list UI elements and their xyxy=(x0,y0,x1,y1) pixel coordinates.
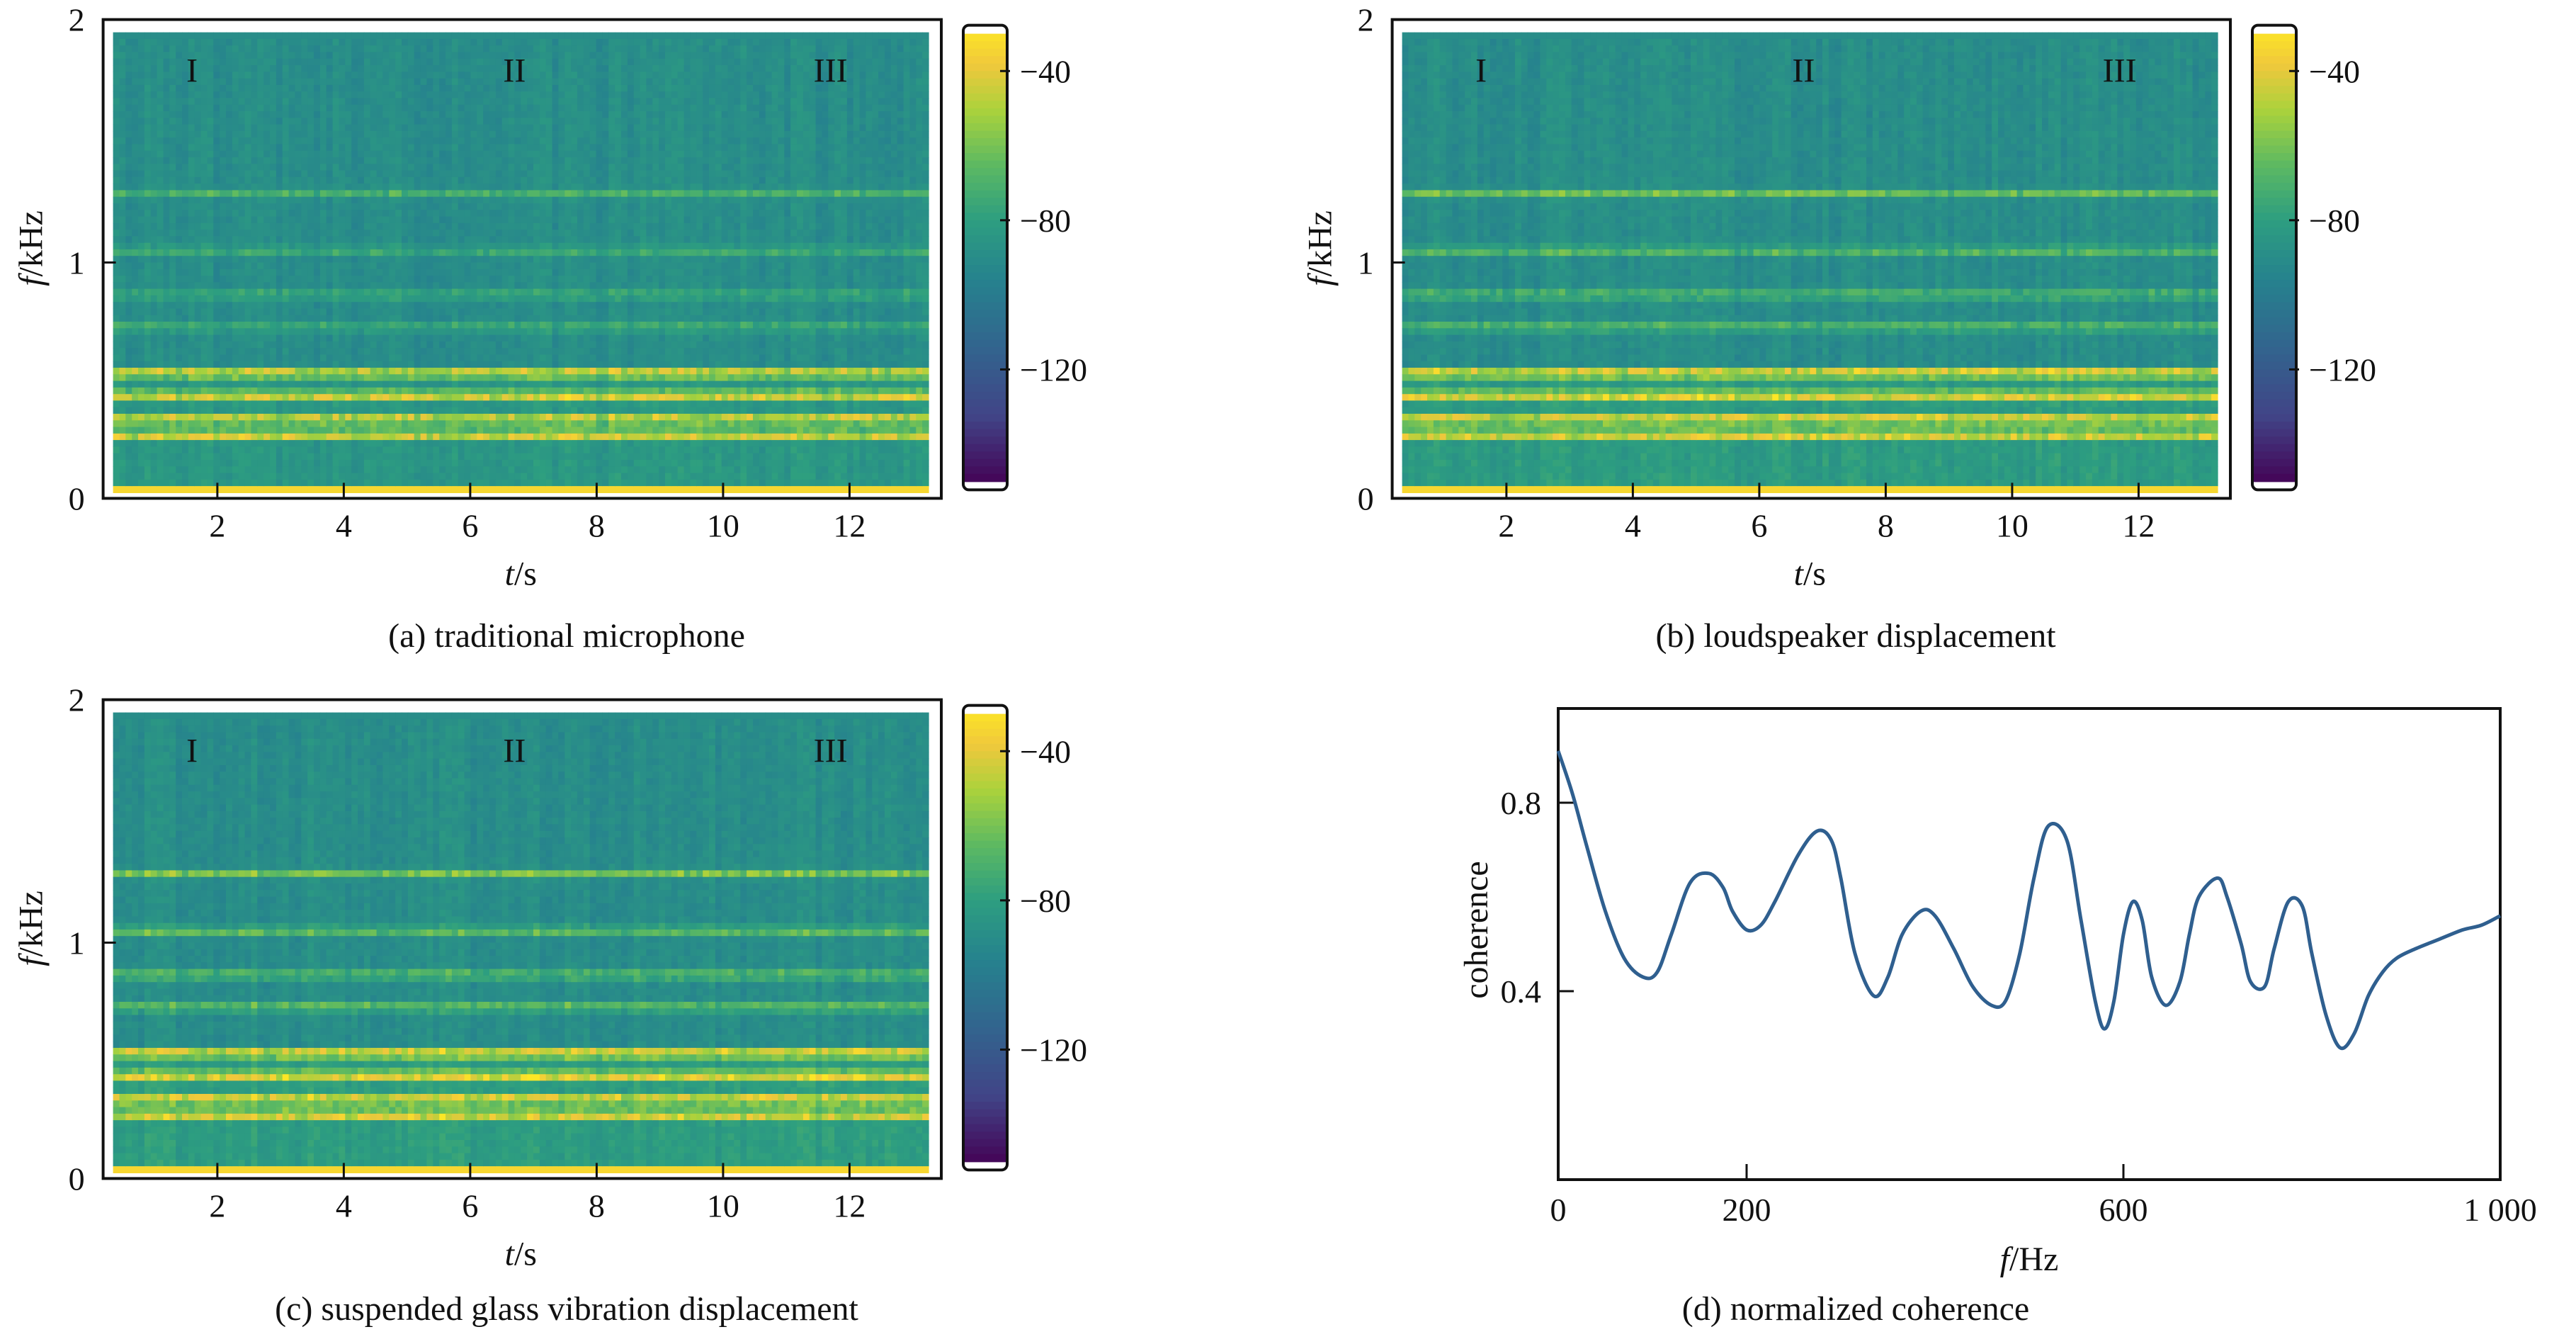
colorbar: −40 −80 −120 xyxy=(962,23,1087,492)
plot-area xyxy=(113,712,929,1173)
plot-frame xyxy=(1557,707,2502,1181)
y-tick-label: 0.4 xyxy=(1501,973,1542,1010)
colorbar-tick-label: −120 xyxy=(2309,351,2376,388)
y-tick-label: 0 xyxy=(1358,480,1374,516)
colorbar-tick-label: −120 xyxy=(1020,1032,1087,1068)
x-tick-label: 4 xyxy=(1625,507,1641,543)
plot-frame xyxy=(1390,18,2232,500)
y-tick-label: 0 xyxy=(69,1161,85,1197)
coherence-line xyxy=(1556,750,2502,1051)
plot-area xyxy=(113,32,929,493)
x-tick-label: 12 xyxy=(833,1187,866,1224)
panel-b: 2 4 6 8 10 12 0 1 2 I II III t/s f/kHz −40 −80 −120 (b) … xyxy=(1289,0,2576,680)
x-tick-label: 0 xyxy=(1550,1192,1567,1228)
x-tick-label: 8 xyxy=(1878,507,1894,543)
segment-label: II xyxy=(1792,52,1815,90)
y-axis-label: coherence xyxy=(1458,861,1495,999)
x-axis-label: t/s xyxy=(505,555,537,592)
y-tick-label: 0 xyxy=(69,480,85,516)
coherence-chart: 0 200 600 1 000 0.4 0.8 f/Hz coherence xyxy=(1458,707,2537,1278)
colorbar-tick-label: −80 xyxy=(2309,203,2360,239)
segment-label: III xyxy=(814,733,848,770)
plot-area xyxy=(1402,32,2218,493)
x-tick-label: 8 xyxy=(589,1187,605,1224)
plot-frame xyxy=(101,698,943,1180)
x-axis-label: t/s xyxy=(1794,555,1826,592)
segment-label: I xyxy=(1475,52,1487,90)
x-tick-label: 6 xyxy=(1751,507,1767,543)
y-tick-label: 0.8 xyxy=(1501,785,1542,821)
y-axis-label: f/kHz xyxy=(13,891,50,966)
x-tick-label: 12 xyxy=(2122,507,2155,543)
x-tick-label: 6 xyxy=(462,1187,478,1224)
x-tick-label: 6 xyxy=(462,507,478,543)
segment-label: III xyxy=(814,52,848,90)
caption-b: (b) loudspeaker displacement xyxy=(1502,616,2210,655)
x-tick-label: 10 xyxy=(707,507,739,543)
x-tick-label: 1 000 xyxy=(2463,1192,2537,1228)
x-tick-label: 4 xyxy=(336,1187,352,1224)
colorbar-tick-label: −120 xyxy=(1020,351,1087,388)
x-tick-label: 10 xyxy=(1996,507,2029,543)
x-tick-label: 600 xyxy=(2099,1192,2148,1228)
panel-a: 2 4 6 8 10 12 0 1 2 I II III t/s f/kHz −40 −80 −120 (a) … xyxy=(0,0,1289,680)
y-tick-label: 1 xyxy=(69,245,85,281)
colorbar-tick-label: −40 xyxy=(1020,53,1071,89)
segment-label: I xyxy=(186,733,198,770)
y-tick-label: 2 xyxy=(1358,2,1374,38)
caption-a: (a) traditional microphone xyxy=(212,616,921,655)
x-tick-label: 12 xyxy=(833,507,866,543)
segment-label: III xyxy=(2103,52,2137,90)
y-tick-label: 1 xyxy=(69,925,85,961)
colorbar-tick-label: −40 xyxy=(1020,733,1071,769)
colorbar-tick-label: −40 xyxy=(2309,53,2360,89)
x-tick-label: 2 xyxy=(209,507,225,543)
segment-label: II xyxy=(503,733,526,770)
y-axis-label: f/kHz xyxy=(13,210,50,286)
panel-c: 2 4 6 8 10 12 0 1 2 I II III t/s f/kHz −40 −80 −120 (c) … xyxy=(0,680,1289,1344)
x-tick-label: 2 xyxy=(209,1187,225,1224)
x-tick-label: 200 xyxy=(1723,1192,1771,1228)
y-tick-label: 1 xyxy=(1358,245,1374,281)
y-tick-label: 2 xyxy=(69,682,85,718)
segment-label: II xyxy=(503,52,526,90)
caption-d: (d) normalized coherence xyxy=(1502,1289,2210,1328)
segment-label: I xyxy=(186,52,198,90)
x-axis-label: t/s xyxy=(505,1235,537,1272)
colorbar-tick-label: −80 xyxy=(1020,883,1071,919)
x-tick-label: 10 xyxy=(707,1187,739,1224)
colorbar: −40 −80 −120 xyxy=(962,704,1087,1172)
caption-c: (c) suspended glass vibration displaceme… xyxy=(177,1289,956,1328)
panel-d: 0 200 600 1 000 0.4 0.8 f/Hz coherence (d) norm… xyxy=(1289,680,2576,1344)
y-tick-label: 2 xyxy=(69,2,85,38)
colorbar: −40 −80 −120 xyxy=(2251,23,2376,492)
x-tick-label: 4 xyxy=(336,507,352,543)
plot-frame xyxy=(101,18,943,500)
x-axis-label: f/Hz xyxy=(2000,1241,2059,1278)
x-tick-label: 8 xyxy=(589,507,605,543)
colorbar-tick-label: −80 xyxy=(1020,203,1071,239)
x-tick-label: 2 xyxy=(1498,507,1514,543)
y-axis-label: f/kHz xyxy=(1302,210,1339,286)
